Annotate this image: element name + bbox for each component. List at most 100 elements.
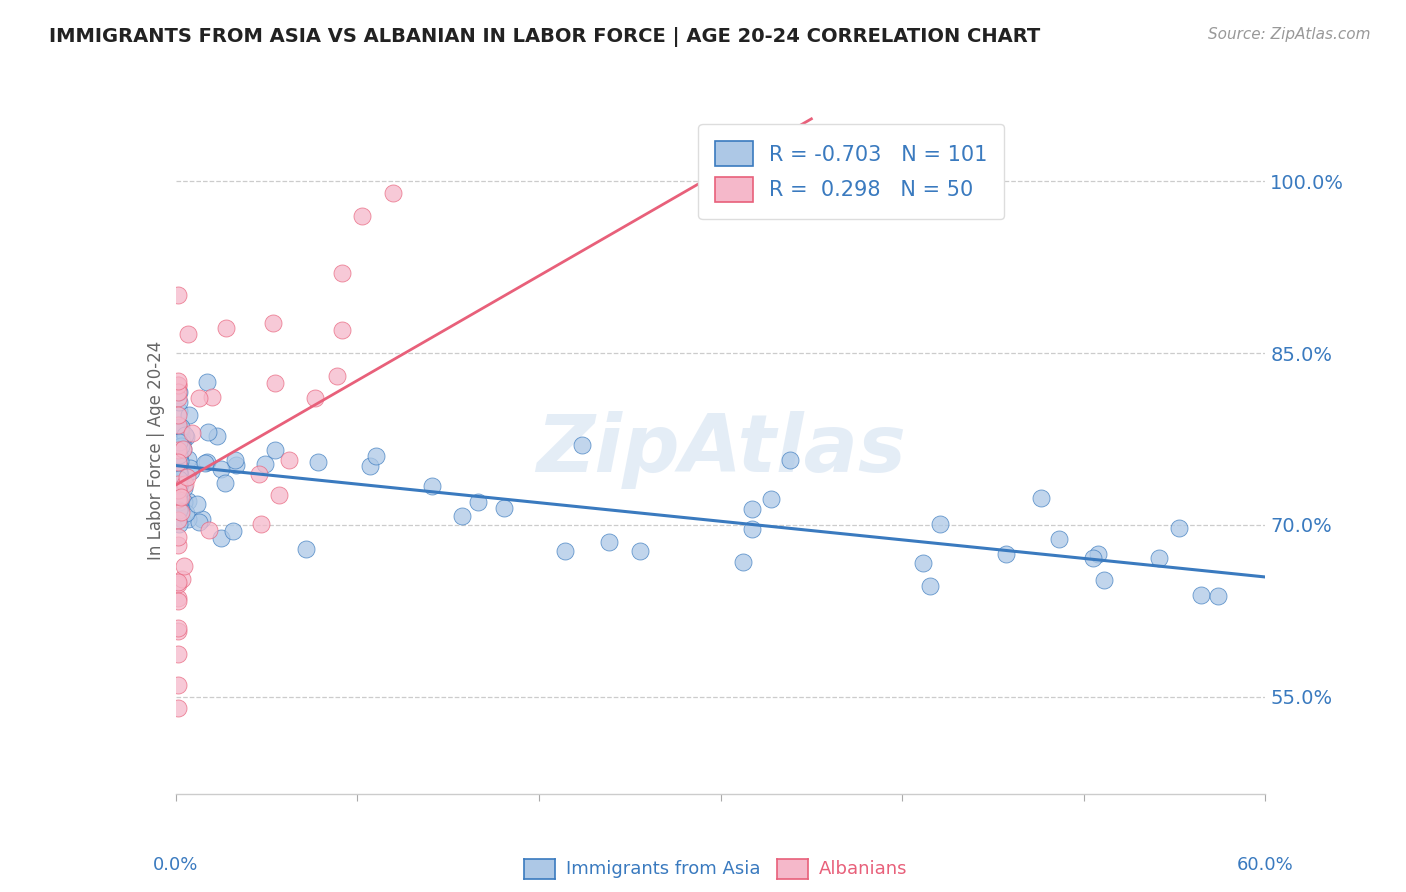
Point — [197, 425, 219, 439]
Point — [169, 459, 191, 474]
Point — [166, 442, 188, 457]
Point — [166, 409, 188, 423]
Point — [177, 452, 200, 467]
Point — [177, 408, 200, 422]
Point — [176, 470, 198, 484]
Point — [174, 428, 197, 442]
Point — [169, 472, 191, 486]
Text: Albanians: Albanians — [818, 860, 907, 878]
Point — [169, 517, 191, 532]
Point — [169, 478, 191, 492]
Point — [169, 479, 191, 493]
Point — [169, 467, 191, 482]
Point — [928, 517, 950, 532]
Point — [262, 316, 284, 330]
Point — [170, 428, 193, 442]
Point — [166, 391, 188, 405]
Point — [912, 557, 935, 571]
Text: 0.0%: 0.0% — [153, 856, 198, 874]
Point — [169, 460, 191, 475]
Point — [250, 517, 273, 532]
Point — [294, 542, 316, 557]
Point — [554, 543, 576, 558]
Point — [194, 456, 217, 470]
Point — [169, 446, 191, 460]
Point — [169, 454, 191, 468]
Text: IMMIGRANTS FROM ASIA VS ALBANIAN IN LABOR FORCE | AGE 20-24 CORRELATION CHART: IMMIGRANTS FROM ASIA VS ALBANIAN IN LABO… — [49, 27, 1040, 46]
Point — [169, 465, 191, 479]
Point — [169, 384, 191, 399]
Point — [169, 472, 191, 486]
Point — [166, 492, 188, 507]
Point — [166, 483, 188, 497]
Point — [195, 455, 218, 469]
Point — [170, 504, 193, 518]
Point — [382, 186, 405, 200]
Point — [494, 500, 516, 515]
Point — [169, 486, 191, 500]
Point — [166, 454, 188, 468]
Point — [169, 472, 191, 486]
Point — [187, 391, 209, 405]
Point — [352, 209, 374, 223]
Point — [166, 378, 188, 392]
Point — [172, 442, 194, 457]
Point — [191, 512, 214, 526]
Point — [628, 543, 651, 558]
Point — [359, 458, 381, 473]
Point — [176, 493, 198, 508]
Point — [166, 377, 188, 392]
Point — [169, 450, 191, 464]
Point — [731, 555, 754, 569]
Point — [366, 449, 388, 463]
Point — [166, 538, 188, 552]
Point — [169, 482, 191, 496]
Point — [198, 524, 221, 538]
Point — [167, 700, 190, 714]
Point — [169, 425, 191, 439]
Point — [1168, 521, 1191, 535]
Point — [1189, 588, 1212, 602]
Point — [166, 385, 188, 400]
Point — [1206, 589, 1229, 603]
Point — [326, 369, 349, 384]
Point — [166, 374, 188, 388]
Point — [166, 621, 188, 635]
Point — [170, 438, 193, 452]
Point — [224, 452, 246, 467]
Point — [166, 577, 188, 591]
Point — [173, 481, 195, 495]
Point — [920, 579, 942, 593]
Point — [173, 559, 195, 574]
Point — [169, 492, 191, 507]
Point — [205, 429, 228, 443]
Point — [166, 575, 188, 590]
Point — [222, 524, 245, 539]
Point — [779, 453, 801, 467]
Point — [169, 451, 191, 466]
Point — [169, 491, 191, 506]
Point — [169, 465, 191, 479]
Point — [467, 495, 489, 509]
Point — [169, 434, 191, 449]
Point — [225, 458, 247, 473]
Point — [172, 572, 194, 586]
Point — [170, 419, 193, 434]
Point — [170, 434, 193, 449]
Point — [254, 457, 277, 471]
Point — [166, 624, 188, 639]
Point — [209, 531, 232, 545]
Point — [187, 516, 209, 530]
Text: 60.0%: 60.0% — [1237, 856, 1294, 874]
Point — [169, 466, 191, 480]
Point — [172, 435, 194, 450]
Point — [1081, 550, 1104, 565]
Point — [169, 418, 191, 433]
Point — [166, 647, 188, 661]
Point — [1029, 491, 1052, 505]
Point — [330, 323, 353, 337]
Point — [201, 390, 224, 404]
Text: ZipAtlas: ZipAtlas — [536, 411, 905, 490]
Point — [166, 530, 188, 544]
Point — [169, 431, 191, 445]
